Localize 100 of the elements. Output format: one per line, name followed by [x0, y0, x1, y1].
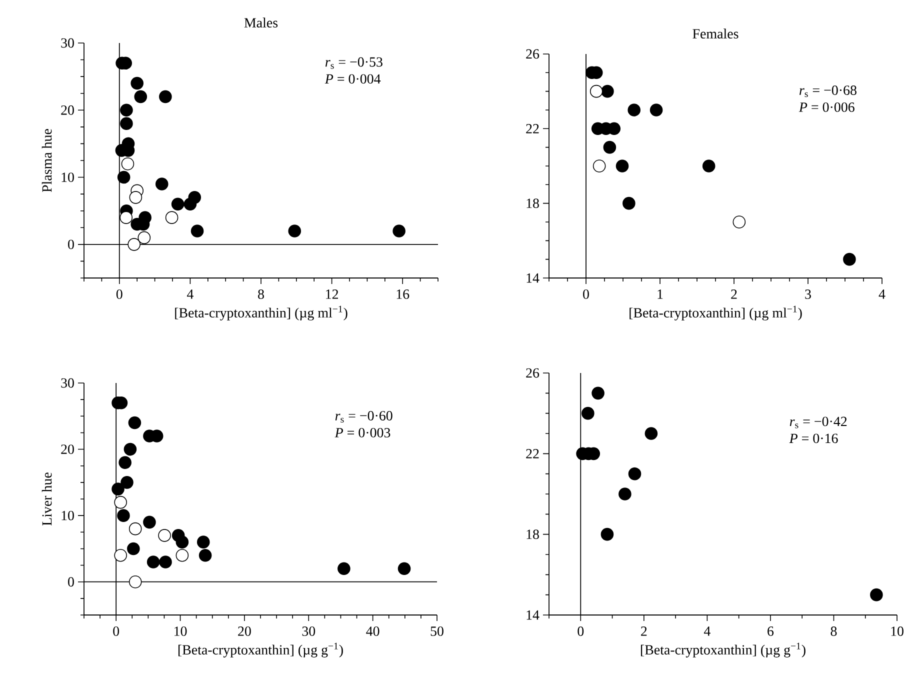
- point: [128, 522, 142, 536]
- point: [644, 427, 658, 440]
- point: [650, 104, 663, 116]
- x-tick-label: 4: [704, 626, 710, 636]
- y-tick-label: 22: [526, 124, 539, 134]
- point: [129, 191, 142, 204]
- point: [120, 211, 133, 224]
- x-axis-title: [Beta-cryptoxanthin] (µg g$^{−1}$): [640, 642, 806, 658]
- x-tick-label: 20: [238, 626, 251, 636]
- point: [603, 140, 616, 154]
- x-tick-label: 16: [396, 290, 410, 299]
- annotation: r$_{s}$ = −0·68: [800, 86, 856, 98]
- point: [288, 224, 302, 238]
- x-tick-label: 4: [186, 290, 194, 299]
- y-tick-label: 14: [526, 273, 540, 283]
- x-axis-title: [Beta-cryptoxanthin] (µg ml$^{−1}$): [175, 306, 348, 320]
- point: [582, 406, 594, 420]
- chart-title: Females: [692, 28, 738, 38]
- x-tick-label: 2: [641, 626, 647, 636]
- y-tick-label: 30: [61, 38, 74, 48]
- point: [124, 442, 137, 456]
- point: [118, 456, 132, 469]
- annotation: r$_{s}$ = −0·42: [790, 416, 847, 428]
- point: [592, 386, 604, 400]
- x-tick-label: 0: [116, 290, 122, 299]
- point: [601, 84, 614, 98]
- point: [870, 588, 883, 602]
- point: [165, 211, 178, 224]
- point: [158, 529, 171, 542]
- annotation: P = 0·004: [324, 74, 381, 84]
- x-tick-label: 40: [366, 626, 380, 636]
- point: [155, 178, 168, 190]
- point: [114, 548, 127, 562]
- point: [190, 224, 204, 238]
- y-tick-label: 0: [68, 577, 74, 587]
- x-tick-label: 0: [113, 626, 120, 636]
- point: [128, 416, 142, 430]
- point: [188, 191, 202, 204]
- x-tick-label: 10: [174, 626, 187, 636]
- point: [176, 548, 189, 562]
- x-axis-title: [Beta-cryptoxanthin] (µg ml$^{−1}$): [630, 306, 802, 320]
- point: [618, 488, 632, 500]
- annotation: r$_{s}$ = −0·60: [335, 411, 392, 423]
- point: [338, 562, 350, 575]
- y-tick-label: 0: [68, 240, 74, 250]
- point: [121, 157, 134, 170]
- y-tick-label: 10: [62, 510, 74, 520]
- point: [616, 160, 629, 172]
- annotation: r$_{s}$ = −0·53: [325, 57, 382, 69]
- x-axis-title: [Beta-cryptoxanthin] (µg g$^{−1}$): [178, 642, 343, 658]
- point: [120, 476, 134, 489]
- point: [628, 467, 642, 480]
- x-tick-label: 10: [891, 626, 904, 636]
- x-tick-label: 8: [258, 290, 264, 299]
- point: [592, 160, 606, 172]
- point: [843, 252, 856, 266]
- point: [112, 482, 124, 496]
- point: [120, 104, 133, 117]
- x-tick-label: 30: [302, 626, 316, 636]
- point: [600, 528, 614, 541]
- point: [146, 556, 160, 568]
- y-axis-title: Liver hue: [42, 472, 52, 526]
- point: [171, 198, 184, 211]
- x-tick-label: 6: [768, 626, 774, 636]
- point: [159, 556, 172, 568]
- chart-title: Males: [244, 18, 278, 28]
- point: [198, 548, 212, 562]
- point: [143, 516, 156, 529]
- y-tick-label: 26: [526, 368, 540, 378]
- point: [138, 231, 151, 244]
- x-tick-label: 1: [658, 290, 663, 299]
- point: [114, 496, 127, 509]
- point: [702, 160, 716, 172]
- y-axis-title: Plasma hue: [42, 129, 52, 192]
- y-tick-label: 22: [526, 449, 539, 458]
- x-tick-label: 0: [583, 290, 589, 299]
- point: [628, 104, 641, 116]
- y-tick-label: 20: [61, 105, 74, 115]
- y-tick-label: 18: [526, 198, 539, 208]
- annotation: P = 0·006: [798, 102, 854, 112]
- x-tick-label: 8: [830, 626, 837, 636]
- annotation: P = 0·16: [789, 434, 838, 444]
- y-tick-label: 20: [61, 444, 74, 454]
- y-tick-label: 14: [526, 610, 540, 620]
- point: [398, 562, 411, 575]
- point: [117, 509, 130, 522]
- point: [120, 117, 133, 130]
- x-tick-label: 50: [430, 626, 444, 636]
- y-tick-label: 18: [526, 530, 539, 540]
- point: [127, 542, 140, 556]
- point: [117, 170, 130, 184]
- point: [196, 536, 210, 548]
- point: [622, 196, 636, 210]
- y-tick-label: 10: [62, 172, 74, 182]
- point: [128, 575, 142, 588]
- x-tick-label: 0: [578, 626, 584, 636]
- y-tick-label: 30: [61, 378, 74, 388]
- point: [134, 90, 148, 104]
- point: [590, 84, 603, 98]
- point: [392, 224, 406, 238]
